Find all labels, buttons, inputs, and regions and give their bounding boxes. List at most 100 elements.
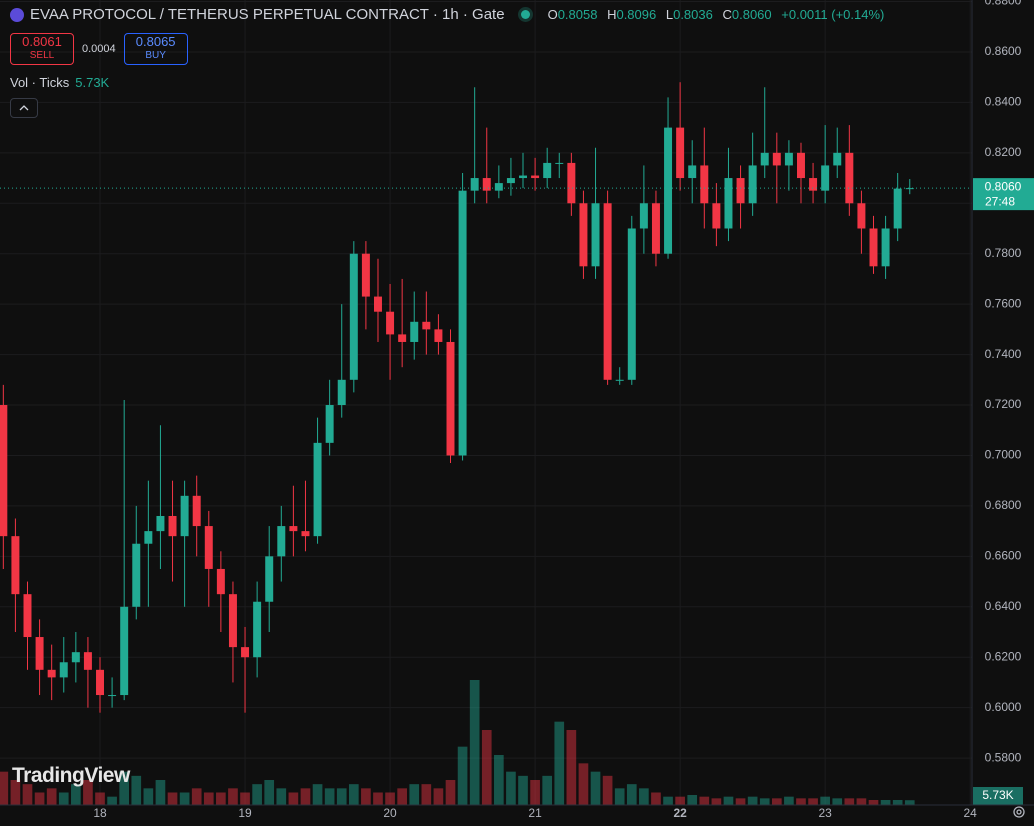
candle-body — [796, 152, 805, 179]
candle-body — [688, 165, 697, 179]
x-tick-label: 19 — [238, 806, 252, 820]
volume-bar — [542, 775, 553, 805]
volume-bar — [723, 796, 734, 805]
candle-body — [96, 669, 104, 696]
candle-body — [83, 652, 92, 670]
x-tick-label: 21 — [528, 806, 542, 820]
countdown: 27:48 — [985, 194, 1015, 208]
sell-price: 0.8061 — [22, 34, 62, 49]
candle-body — [373, 296, 382, 312]
volume-bar — [119, 771, 130, 805]
y-tick-label: 0.8800 — [985, 0, 1022, 8]
volume-bar — [663, 796, 673, 805]
candle-body — [724, 178, 733, 229]
volume-bar — [155, 780, 166, 805]
last-price-badge — [973, 178, 1034, 211]
watermark: TradingView — [12, 764, 130, 787]
volume-bar — [771, 798, 782, 805]
volume-bar — [216, 792, 226, 805]
symbol-title[interactable]: EVAA PROTOCOL / TETHERUS PERPETUAL CONTR… — [30, 6, 505, 23]
volume-bar — [880, 800, 891, 805]
candle-body — [0, 405, 8, 537]
volume-bar — [844, 798, 855, 805]
volume-badge — [973, 787, 1023, 805]
change: +0.0011 (+0.14%) — [781, 7, 885, 22]
volume-bar — [361, 788, 371, 805]
volume-bar — [590, 771, 601, 805]
candle-body — [470, 178, 479, 191]
volume-bar — [699, 796, 710, 805]
volume-bar — [95, 792, 105, 805]
candle-body — [905, 188, 914, 190]
x-tick-label: 20 — [383, 806, 397, 820]
x-tick-label: 22 — [673, 806, 687, 820]
volume-bar — [614, 788, 625, 805]
ohlc-letter: L — [665, 7, 674, 22]
y-tick-label: 0.7400 — [985, 347, 1022, 361]
sell-label: SELL — [29, 50, 55, 61]
candle-body — [664, 127, 673, 254]
volume-bar — [373, 792, 383, 805]
candle-body — [120, 606, 129, 696]
volume-bar — [675, 796, 685, 805]
volume-bar — [457, 746, 468, 805]
volume-bar — [385, 792, 395, 805]
candle-body — [11, 536, 20, 595]
volume-bar — [22, 784, 33, 805]
candle-body — [482, 178, 491, 191]
candle-body — [506, 178, 515, 184]
candle-body — [180, 495, 189, 537]
candle-body — [881, 228, 890, 267]
ohlc-letter: H — [607, 7, 617, 22]
candle-body — [156, 515, 165, 532]
market-status — [520, 10, 530, 19]
candle-body — [772, 152, 781, 166]
volume-bar — [10, 780, 21, 805]
volume-bar — [735, 798, 746, 805]
candle-body — [869, 228, 878, 267]
candle-body — [108, 695, 117, 697]
volume-bar — [904, 800, 915, 805]
volume-bar — [796, 798, 806, 805]
volume-bar — [409, 784, 420, 805]
volume-bar — [820, 796, 830, 805]
candle-body — [567, 162, 576, 204]
candle-body — [845, 152, 854, 204]
ohlc-letter: C — [722, 7, 732, 22]
volume-legend: Vol · Ticks 5.73K — [10, 75, 109, 90]
volume-bar — [747, 796, 758, 805]
volume-bar — [191, 788, 202, 805]
volume-bar — [759, 798, 770, 805]
y-tick-label: 0.6200 — [985, 649, 1022, 663]
volume-bar — [421, 784, 432, 805]
candle-body — [216, 568, 225, 595]
candle-body — [555, 162, 564, 164]
candle-body — [821, 165, 830, 191]
ohlc-value: 0.8058 — [557, 7, 598, 22]
candle-body — [349, 253, 358, 380]
candle-body — [760, 152, 769, 166]
collapse-button[interactable] — [10, 98, 38, 118]
volume-bar — [494, 755, 504, 805]
volume-bar — [83, 780, 93, 805]
buy-label: BUY — [145, 50, 166, 61]
volume-bar — [856, 798, 867, 805]
candle-body — [192, 495, 201, 527]
candle-body — [71, 652, 80, 663]
candle-body — [47, 669, 56, 678]
candle-body — [168, 515, 177, 537]
candle-body — [458, 190, 467, 456]
ohlc-letter: O — [547, 7, 558, 22]
volume-bar — [203, 792, 214, 805]
candle-body — [809, 178, 818, 191]
volume-bar — [228, 788, 238, 805]
buy-button[interactable]: 0.8065 BUY — [123, 33, 188, 65]
candle-body — [784, 152, 793, 166]
candle-body — [253, 601, 262, 658]
volume-bar — [530, 780, 540, 805]
volume-bar — [566, 730, 577, 805]
candle-body — [386, 311, 395, 335]
sell-button[interactable]: 0.8061 SELL — [10, 33, 74, 65]
settings-icon[interactable] — [1013, 806, 1025, 818]
